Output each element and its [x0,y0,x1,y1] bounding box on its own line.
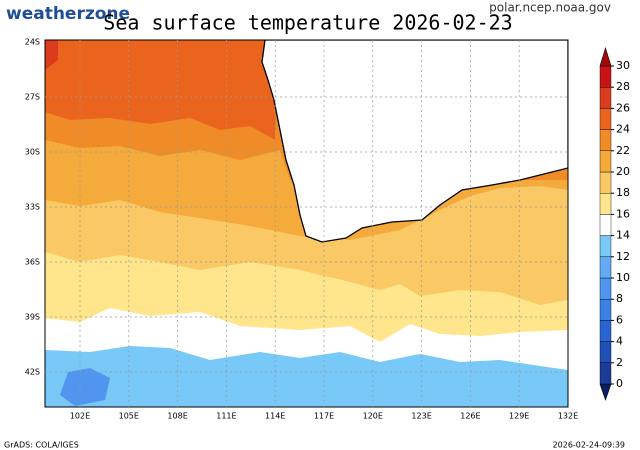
band-10-12 [60,368,110,406]
colorbar-label: 30 [616,59,630,72]
colorbar-label: 8 [616,292,623,305]
colorbar-label: 18 [616,186,630,199]
lat-label: 27S [25,93,40,102]
colorbar-label: 0 [616,377,623,390]
lon-label: 111E [216,412,236,421]
title: Sea surface temperature 2026-02-23 [103,11,512,35]
colorbar-label: 16 [616,207,630,220]
lat-label: 24S [25,38,40,47]
lon-label: 129E [509,412,529,421]
colorbar-label: 26 [616,101,630,114]
colorbar-band [599,65,612,88]
footer-right: 2026-02-24-09:39 [553,441,625,450]
lon-label: 105E [119,412,139,421]
logo: weatherzone [6,4,130,24]
map-frame [44,39,569,408]
colorbar-label: 22 [616,144,630,157]
colorbar-band [599,235,612,258]
colorbar-label: 4 [616,335,623,348]
lon-label: 123E [411,412,431,421]
colorbar-extend-high [599,46,612,67]
lat-label: 36S [25,258,40,267]
map [44,39,569,408]
colorbar-band [599,362,612,385]
colorbar-band [599,341,612,364]
lat-label: 33S [25,203,40,212]
colorbar-label: 10 [616,271,630,284]
colorbar-band [599,171,612,194]
colorbar-band [599,320,612,342]
lon-label: 114E [265,412,285,421]
colorbar-label: 6 [616,313,623,326]
lat-label: 39S [25,313,40,322]
colorbar-label: 12 [616,250,630,263]
colorbar-label: 24 [616,123,630,136]
lat-label: 42S [25,368,40,377]
colorbar-extend-low [599,383,612,401]
colorbar-band [599,299,612,321]
lon-label: 102E [70,412,90,421]
footer-left: GrADS: COLA/IGES [4,441,79,450]
colorbar-band [599,150,612,173]
colorbar-band [599,256,612,279]
colorbar-band [599,129,612,152]
colorbar-label: 14 [616,229,630,242]
lon-label: 108E [167,412,187,421]
colorbar-band [599,214,612,236]
source: polar.ncep.noaa.gov [489,1,611,15]
band-12-14 [45,346,568,407]
lon-label: 120E [363,412,383,421]
lat-label: 30S [25,148,40,157]
lon-label: 117E [314,412,334,421]
lon-label: 132E [558,412,578,421]
colorbar-label: 28 [616,80,630,93]
colorbar-band [599,86,612,109]
land [261,40,568,243]
colorbar-band [599,192,612,215]
colorbar-band [599,277,612,300]
lon-label: 126E [460,412,480,421]
band-26-28 [45,40,58,70]
colorbar-label: 2 [616,356,623,369]
colorbar-label: 20 [616,165,630,178]
colorbar-band [599,108,612,130]
